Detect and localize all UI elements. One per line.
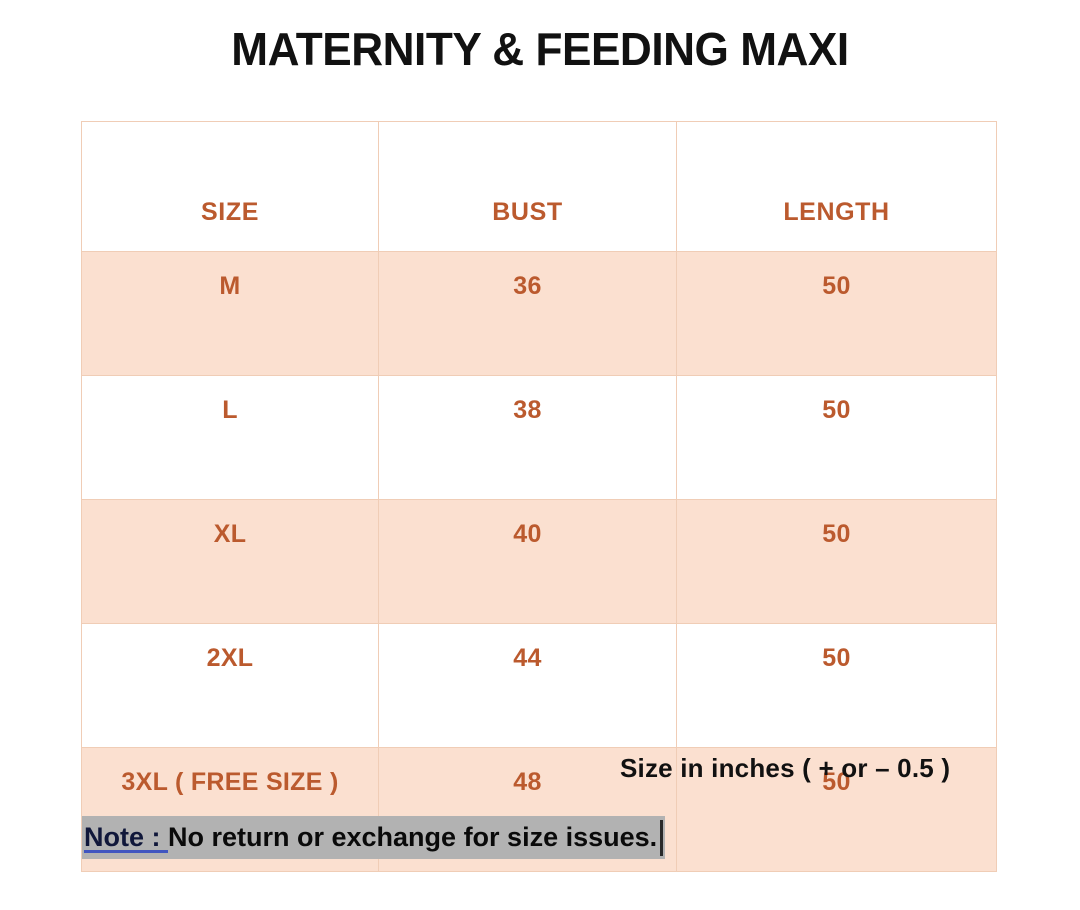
cell-length: 50 [676,747,997,872]
cell-bust: 38 [378,375,677,500]
page-title: MATERNITY & FEEDING MAXI [231,23,849,75]
table-row: XL 40 50 [81,499,997,624]
table-header-row: SIZE BUST LENGTH [81,121,997,252]
table-row: 2XL 44 50 [81,623,997,748]
cell-bust: 40 [378,499,677,624]
cell-size: XL [81,499,379,624]
cell-size: M [81,251,379,376]
text-cursor [660,819,664,856]
return-policy-note: Note : No return or exchange for size is… [82,816,666,859]
column-header-bust: BUST [378,121,677,252]
cell-length: 50 [676,375,997,500]
cell-bust: 36 [378,251,677,376]
size-chart-table: SIZE BUST LENGTH M 36 50 L 38 50 XL 40 5… [81,121,997,872]
column-header-size: SIZE [81,121,379,252]
table-row: L 38 50 [81,375,997,500]
cell-length: 50 [676,623,997,748]
column-header-length: LENGTH [676,121,997,252]
cell-bust: 44 [378,623,677,748]
measurement-unit-note: Size in inches ( + or – 0.5 ) [620,753,951,783]
cell-length: 50 [676,251,997,376]
note-label: Note : [84,822,168,852]
table-row: M 36 50 [81,251,997,376]
cell-size: 2XL [81,623,379,748]
cell-length: 50 [676,499,997,624]
table-header: SIZE BUST LENGTH [81,121,997,252]
table-body: M 36 50 L 38 50 XL 40 50 2XL 44 50 3XL (… [81,251,997,872]
note-text: No return or exchange for size issues. [168,822,658,852]
cell-size: L [81,375,379,500]
